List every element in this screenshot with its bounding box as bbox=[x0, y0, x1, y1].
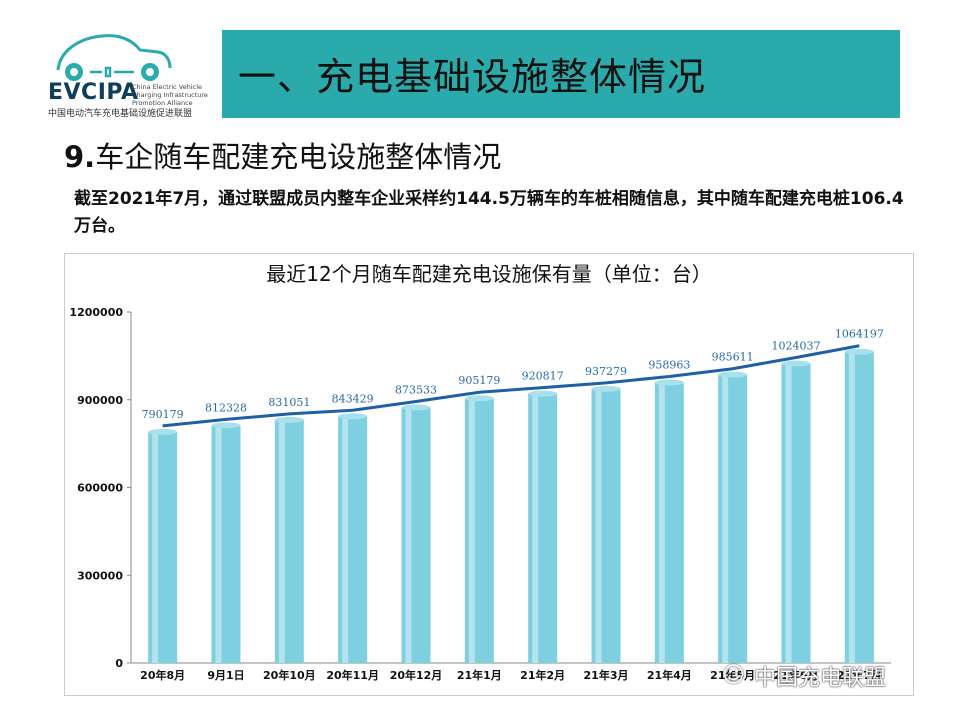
bar-cap bbox=[274, 416, 304, 423]
wechat-icon: ☺ bbox=[722, 663, 745, 688]
x-tick-label: 21年1月 bbox=[457, 668, 502, 682]
bar-highlight bbox=[215, 425, 222, 663]
bar-cap bbox=[528, 390, 558, 397]
bar-highlight bbox=[595, 388, 602, 663]
y-tick-label: 300000 bbox=[77, 569, 123, 582]
data-label: 1064197 bbox=[835, 328, 884, 341]
data-label: 843429 bbox=[332, 392, 374, 405]
description-text: 截至2021年7月，通过联盟成员内整车企业采样约144.5万辆车的车桩相随信息，… bbox=[74, 189, 904, 236]
x-tick-label: 21年7月 bbox=[837, 668, 882, 682]
x-tick-label: 9月1日 bbox=[207, 669, 244, 682]
data-label: 958963 bbox=[648, 359, 690, 372]
x-tick-label: 20年10月 bbox=[263, 668, 316, 682]
y-tick-label: 1200000 bbox=[69, 306, 123, 319]
data-label: 920817 bbox=[522, 370, 564, 383]
bar-highlight bbox=[468, 398, 475, 663]
y-tick-label: 900000 bbox=[77, 394, 123, 407]
bar-cap bbox=[718, 371, 748, 378]
bar-highlight bbox=[278, 419, 285, 663]
x-tick-label: 21年6月 bbox=[774, 668, 819, 682]
logo-subtitle: China Electric Vehicle Charging Infrastr… bbox=[132, 83, 208, 107]
data-label: 905179 bbox=[458, 374, 500, 387]
bar-cap bbox=[401, 404, 431, 411]
bar-cap bbox=[844, 348, 874, 355]
trend-line bbox=[162, 344, 860, 428]
bar-cap bbox=[148, 428, 178, 435]
data-label: 812328 bbox=[205, 401, 247, 414]
bar-cap bbox=[211, 422, 241, 429]
subtitle-number: 9. bbox=[64, 140, 96, 174]
x-tick-label: 21年5月 bbox=[710, 668, 755, 682]
watermark-text: 中国充电联盟 bbox=[754, 666, 887, 691]
data-label: 873533 bbox=[395, 383, 437, 396]
x-tick-label: 20年8月 bbox=[140, 668, 185, 682]
slide-subtitle: 9.车企随车配建充电设施整体情况 bbox=[64, 134, 501, 176]
holding-bar-chart: 最近12个月随车配建充电设施保有量（单位：台） 0 300000 600000 9000… bbox=[69, 262, 891, 682]
bar-highlight bbox=[848, 351, 855, 663]
y-tick-label: 0 bbox=[115, 657, 123, 670]
chart-panel: 最近12个月随车配建充电设施保有量（单位：台） 0 300000 600000 9000… bbox=[64, 253, 914, 696]
bar-cap bbox=[781, 360, 811, 367]
logo-chinese-name: 中国电动汽车充电基础设施促进联盟 bbox=[48, 109, 193, 119]
bar-highlight bbox=[152, 431, 159, 663]
bar-cap bbox=[464, 395, 494, 402]
subtitle-text: 车企随车配建充电设施整体情况 bbox=[95, 140, 502, 174]
bar-highlight bbox=[532, 393, 539, 663]
bar-highlight bbox=[785, 363, 792, 663]
bar-highlight bbox=[342, 416, 349, 663]
data-label: 1024037 bbox=[772, 339, 821, 352]
x-tick-label: 20年11月 bbox=[326, 668, 379, 682]
bar-highlight bbox=[405, 407, 412, 663]
data-label: 985611 bbox=[712, 351, 754, 364]
x-tick-label: 21年2月 bbox=[520, 668, 565, 682]
section-title: 一、充电基础设施整体情况 bbox=[238, 55, 707, 99]
bar-highlight bbox=[722, 374, 729, 663]
data-label: 831051 bbox=[268, 396, 310, 409]
evcipa-logo bbox=[56, 34, 172, 81]
logo-text: EVCIPA bbox=[48, 80, 139, 105]
bar-cap bbox=[338, 413, 368, 420]
y-tick-label: 600000 bbox=[77, 482, 123, 495]
bar-highlight bbox=[658, 382, 665, 663]
x-tick-label: 20年12月 bbox=[390, 668, 443, 682]
bar-cap bbox=[591, 385, 621, 392]
bar-cap bbox=[654, 379, 684, 386]
data-label: 790179 bbox=[142, 408, 184, 421]
section-title-bar bbox=[222, 30, 900, 118]
chart-title: 最近12个月随车配建充电设施保有量（单位：台） bbox=[266, 262, 711, 286]
x-tick-label: 21年3月 bbox=[584, 668, 629, 682]
x-tick-label: 21年4月 bbox=[647, 668, 692, 682]
data-label: 937279 bbox=[585, 365, 627, 378]
